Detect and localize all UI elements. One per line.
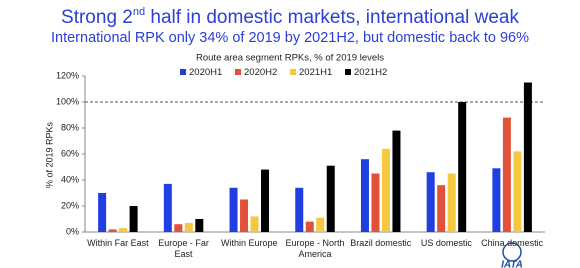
- bar: [492, 168, 501, 232]
- bar: [458, 102, 467, 232]
- bar: [229, 187, 238, 232]
- y-axis-label: % of 2019 RPKs: [44, 121, 54, 188]
- bar: [108, 229, 117, 232]
- bar: [261, 169, 270, 232]
- logo: IATA: [501, 242, 523, 268]
- title-part: Strong 2: [61, 7, 133, 28]
- bar: [316, 217, 325, 232]
- legend-swatch: [290, 69, 296, 75]
- bar: [295, 187, 304, 232]
- logo-globe: [502, 242, 522, 262]
- bar: [437, 185, 446, 232]
- legend-swatch: [235, 69, 241, 75]
- subtitle: International RPK only 34% of 2019 by 20…: [51, 30, 529, 46]
- bar: [195, 219, 204, 232]
- legend-swatch: [345, 69, 351, 75]
- bar: [523, 82, 532, 232]
- chart-title: Strong 2nd half in domestic markets, int…: [61, 6, 519, 28]
- x-tick-label: Europe - Far East: [158, 238, 209, 259]
- x-tick-label: US domestic: [420, 238, 472, 248]
- y-tick-label: 60%: [61, 148, 79, 158]
- title-part: nd: [133, 6, 145, 18]
- x-tick-label: Europe - North America: [285, 238, 345, 259]
- x-tick-label: Brazil domestic: [350, 238, 412, 248]
- bar: [163, 183, 172, 232]
- bar: [98, 193, 107, 232]
- bar: [184, 222, 193, 232]
- bar: [381, 148, 390, 232]
- x-tick-label: Within Far East: [87, 238, 149, 248]
- legend-label: 2021H2: [354, 67, 387, 78]
- bar: [174, 224, 183, 232]
- legend-label: 2020H2: [244, 67, 277, 78]
- legend-swatch: [180, 69, 186, 75]
- bar: [426, 172, 435, 232]
- bar: [240, 199, 249, 232]
- legend-label: 2021H1: [299, 67, 332, 78]
- bar: [447, 173, 456, 232]
- bar: [360, 159, 369, 232]
- bar: [250, 216, 259, 232]
- title-part: half in domestic markets, international …: [145, 7, 519, 28]
- y-tick-label: 80%: [61, 122, 79, 132]
- logo-text: IATA: [501, 260, 523, 268]
- bar: [326, 165, 335, 232]
- bar: [513, 151, 522, 232]
- x-tick-label: China domestic: [481, 238, 544, 248]
- bar: [392, 130, 401, 232]
- x-tick-label: Within Europe: [221, 238, 278, 248]
- y-tick-label: 20%: [61, 200, 79, 210]
- legend-label: 2020H1: [189, 67, 222, 78]
- bar: [119, 228, 128, 232]
- bar: [305, 221, 314, 232]
- plot-title: Route area segment RPKs, % of 2019 level…: [196, 53, 384, 64]
- bar: [371, 173, 380, 232]
- bar: [502, 117, 511, 232]
- bar: [129, 206, 138, 232]
- y-tick-label: 0%: [66, 226, 79, 236]
- y-tick-label: 100%: [56, 96, 79, 106]
- y-tick-label: 40%: [61, 174, 79, 184]
- y-tick-label: 120%: [56, 70, 79, 80]
